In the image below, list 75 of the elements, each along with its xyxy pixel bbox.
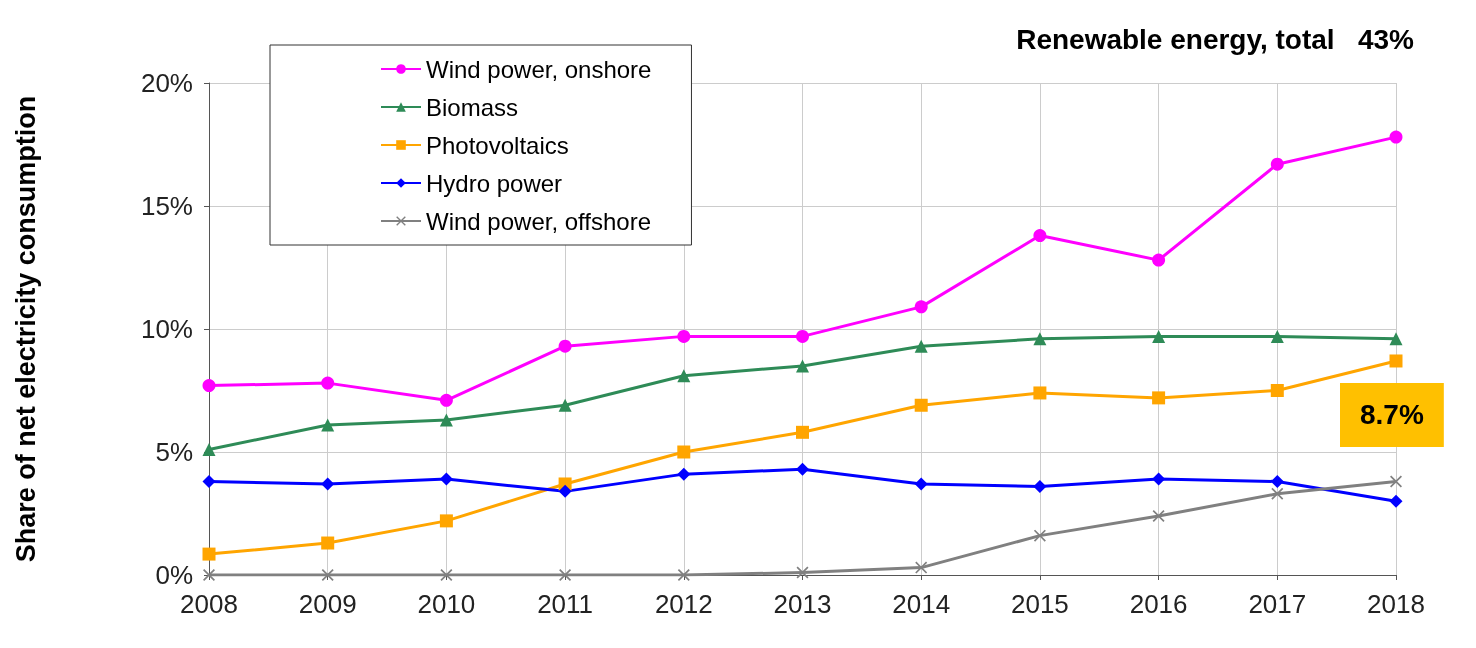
x-tick-label: 2008 bbox=[180, 589, 238, 619]
x-tick-label: 2018 bbox=[1367, 589, 1425, 619]
point bbox=[321, 376, 335, 390]
point bbox=[677, 329, 691, 343]
point bbox=[440, 569, 453, 581]
point bbox=[796, 359, 809, 373]
point bbox=[321, 477, 335, 491]
point bbox=[914, 398, 928, 412]
point bbox=[1033, 229, 1047, 243]
y-axis-title: Share of net electricity consumption bbox=[10, 95, 41, 563]
point bbox=[439, 413, 453, 427]
point bbox=[677, 569, 690, 581]
y-tick-label: 10% bbox=[140, 314, 193, 344]
legend-label: Hydro power bbox=[426, 169, 563, 197]
point bbox=[202, 547, 216, 561]
point bbox=[1152, 329, 1166, 343]
point bbox=[677, 445, 691, 459]
point bbox=[558, 398, 572, 412]
point bbox=[1389, 494, 1403, 508]
point bbox=[558, 339, 572, 353]
point bbox=[558, 484, 572, 498]
x-tick-label: 2017 bbox=[1248, 589, 1307, 619]
x-tick-label: 2012 bbox=[654, 589, 713, 619]
x-tick-label: 2015 bbox=[1010, 589, 1069, 619]
point bbox=[677, 467, 691, 481]
y-tick-label: 0% bbox=[155, 560, 193, 590]
text: Renewable energy, total 43% bbox=[1016, 23, 1415, 55]
point bbox=[1270, 157, 1284, 171]
point bbox=[1389, 332, 1403, 346]
point bbox=[1033, 479, 1047, 493]
x-tick-label: 2009 bbox=[298, 589, 357, 619]
point bbox=[202, 443, 216, 457]
x-tick-label: 2013 bbox=[773, 589, 832, 619]
point bbox=[914, 300, 928, 314]
point bbox=[796, 425, 809, 439]
point bbox=[1033, 332, 1047, 346]
x-tick-label: 2016 bbox=[1129, 589, 1188, 619]
point bbox=[321, 418, 335, 432]
legend-label: Photovoltaics bbox=[426, 131, 569, 159]
point bbox=[439, 472, 453, 486]
y-tick-label: 15% bbox=[140, 191, 193, 221]
point bbox=[796, 566, 809, 579]
y-tick-label: 20% bbox=[140, 68, 193, 98]
legend-label: Biomass bbox=[426, 93, 519, 121]
point bbox=[1270, 384, 1284, 397]
point bbox=[914, 477, 928, 491]
annotation: 8.7% bbox=[1360, 399, 1424, 431]
point bbox=[1033, 386, 1047, 400]
point bbox=[559, 569, 572, 581]
point bbox=[439, 393, 453, 407]
point bbox=[202, 475, 216, 489]
legend-label: Wind power, onshore bbox=[426, 55, 652, 83]
point bbox=[1152, 253, 1166, 267]
point bbox=[1271, 487, 1284, 500]
x-tick-label: 2010 bbox=[417, 589, 476, 619]
point bbox=[321, 536, 335, 550]
point bbox=[677, 369, 691, 383]
point bbox=[203, 569, 215, 581]
point bbox=[796, 329, 809, 343]
point bbox=[1270, 329, 1284, 343]
point bbox=[1152, 391, 1166, 405]
legend-label: Wind power, offshore bbox=[426, 207, 652, 235]
point bbox=[796, 462, 809, 476]
point bbox=[439, 514, 453, 528]
point bbox=[1389, 354, 1403, 368]
x-tick-label: 2014 bbox=[892, 589, 951, 619]
y-tick-label: 5% bbox=[155, 437, 193, 467]
point bbox=[321, 569, 334, 581]
point bbox=[915, 561, 928, 574]
point bbox=[202, 379, 216, 393]
point bbox=[1389, 130, 1403, 144]
point bbox=[1152, 472, 1166, 486]
point bbox=[1270, 475, 1284, 489]
point bbox=[914, 339, 928, 353]
x-tick-label: 2011 bbox=[537, 589, 594, 619]
